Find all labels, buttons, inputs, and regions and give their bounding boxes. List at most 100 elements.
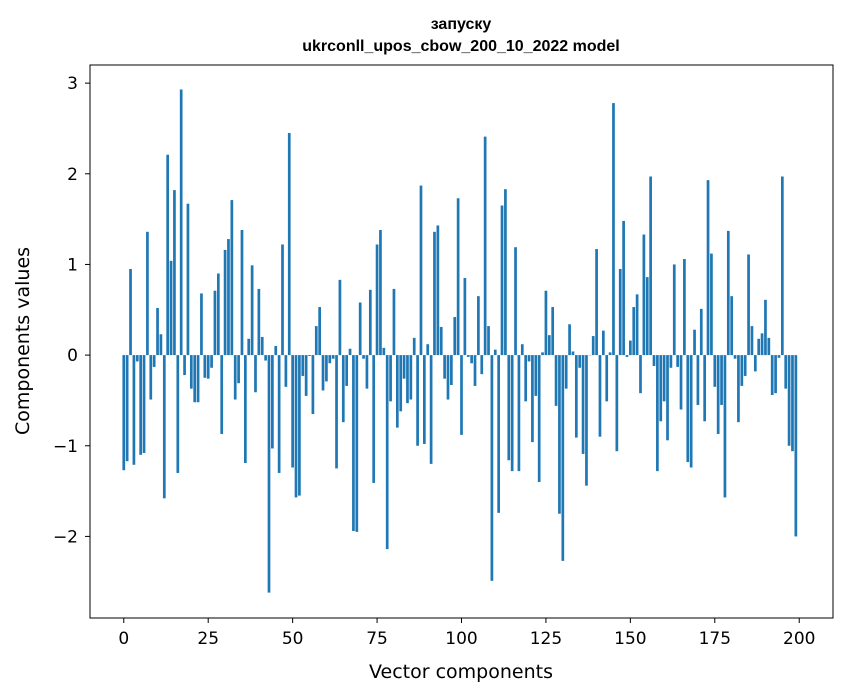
bar-9 — [153, 355, 156, 367]
bar-17 — [180, 89, 183, 355]
bar-123 — [538, 355, 541, 482]
bar-145 — [612, 103, 615, 355]
bar-109 — [491, 355, 494, 581]
x-tick-label: 100 — [445, 629, 477, 649]
bar-92 — [433, 232, 436, 355]
bar-189 — [761, 333, 764, 355]
bar-182 — [737, 355, 740, 422]
x-tick-label: 200 — [783, 629, 815, 649]
bar-95 — [443, 355, 446, 379]
bar-97 — [450, 355, 453, 385]
bar-79 — [389, 355, 392, 401]
bar-34 — [237, 355, 240, 383]
bar-39 — [254, 355, 257, 392]
bar-122 — [534, 355, 537, 396]
bar-47 — [281, 244, 284, 355]
bar-14 — [170, 261, 173, 355]
bar-149 — [626, 355, 629, 357]
bar-33 — [234, 355, 237, 399]
bar-75 — [376, 244, 379, 355]
bar-157 — [653, 355, 656, 366]
bar-113 — [504, 189, 507, 355]
bar-128 — [555, 355, 558, 406]
bar-125 — [545, 291, 548, 355]
bar-53 — [301, 355, 304, 376]
bar-185 — [747, 254, 750, 355]
bar-166 — [683, 259, 686, 355]
bar-146 — [616, 355, 619, 451]
x-tick-label: 0 — [118, 629, 129, 649]
bar-167 — [686, 355, 689, 462]
bar-61 — [328, 355, 331, 363]
bar-198 — [791, 355, 794, 451]
bar-173 — [707, 180, 710, 355]
y-axis-label: Components values — [12, 247, 34, 435]
bar-29 — [220, 355, 223, 434]
bar-150 — [629, 341, 632, 356]
bar-73 — [369, 290, 372, 355]
bar-143 — [605, 355, 608, 401]
bar-144 — [609, 352, 612, 355]
bar-158 — [656, 355, 659, 471]
x-axis-label: Vector components — [369, 661, 553, 683]
bar-130 — [561, 355, 564, 561]
bar-46 — [278, 355, 281, 473]
bar-66 — [345, 355, 348, 386]
bar-102 — [467, 355, 470, 357]
bar-48 — [285, 355, 288, 387]
bar-161 — [666, 355, 669, 440]
bar-196 — [784, 355, 787, 389]
bar-105 — [477, 296, 480, 355]
bar-191 — [767, 338, 770, 355]
bar-160 — [663, 355, 666, 401]
bar-111 — [497, 355, 500, 513]
bar-99 — [457, 198, 460, 355]
y-tick-label: −1 — [53, 437, 78, 457]
bar-28 — [217, 274, 220, 356]
bar-10 — [156, 308, 159, 355]
bar-32 — [230, 200, 233, 355]
bar-142 — [602, 331, 605, 355]
chart-title-line2: ukrconll_upos_cbow_200_10_2022 model — [302, 38, 619, 55]
bar-83 — [403, 355, 406, 379]
bar-51 — [295, 355, 298, 497]
bar-15 — [173, 190, 176, 355]
bar-80 — [393, 289, 396, 355]
bar-151 — [632, 307, 635, 355]
y-tick-label: 0 — [67, 346, 78, 366]
bar-155 — [646, 277, 649, 355]
bar-70 — [359, 303, 362, 356]
bar-30 — [224, 250, 227, 355]
bar-72 — [366, 355, 369, 389]
bar-49 — [288, 133, 291, 355]
bar-56 — [312, 355, 315, 414]
bar-186 — [751, 326, 754, 355]
bar-2 — [129, 269, 132, 355]
bar-171 — [700, 309, 703, 355]
bar-174 — [710, 254, 713, 356]
bar-152 — [636, 294, 639, 355]
bar-8 — [149, 355, 152, 399]
bar-159 — [659, 355, 662, 421]
bar-162 — [670, 355, 673, 368]
bar-127 — [551, 307, 554, 355]
bar-126 — [548, 335, 551, 355]
bar-89 — [423, 355, 426, 444]
bar-27 — [214, 291, 217, 355]
bar-197 — [788, 355, 791, 446]
bar-1 — [126, 355, 129, 461]
bar-69 — [355, 355, 358, 532]
x-tick-label: 150 — [614, 629, 646, 649]
bar-36 — [244, 355, 247, 463]
bar-195 — [781, 177, 784, 356]
y-tick-label: −2 — [53, 527, 78, 547]
bar-37 — [247, 339, 250, 355]
bar-163 — [673, 264, 676, 355]
x-tick-label: 175 — [699, 629, 731, 649]
bar-16 — [176, 355, 179, 473]
bar-134 — [575, 355, 578, 437]
bar-55 — [308, 355, 311, 356]
bar-94 — [440, 327, 443, 355]
